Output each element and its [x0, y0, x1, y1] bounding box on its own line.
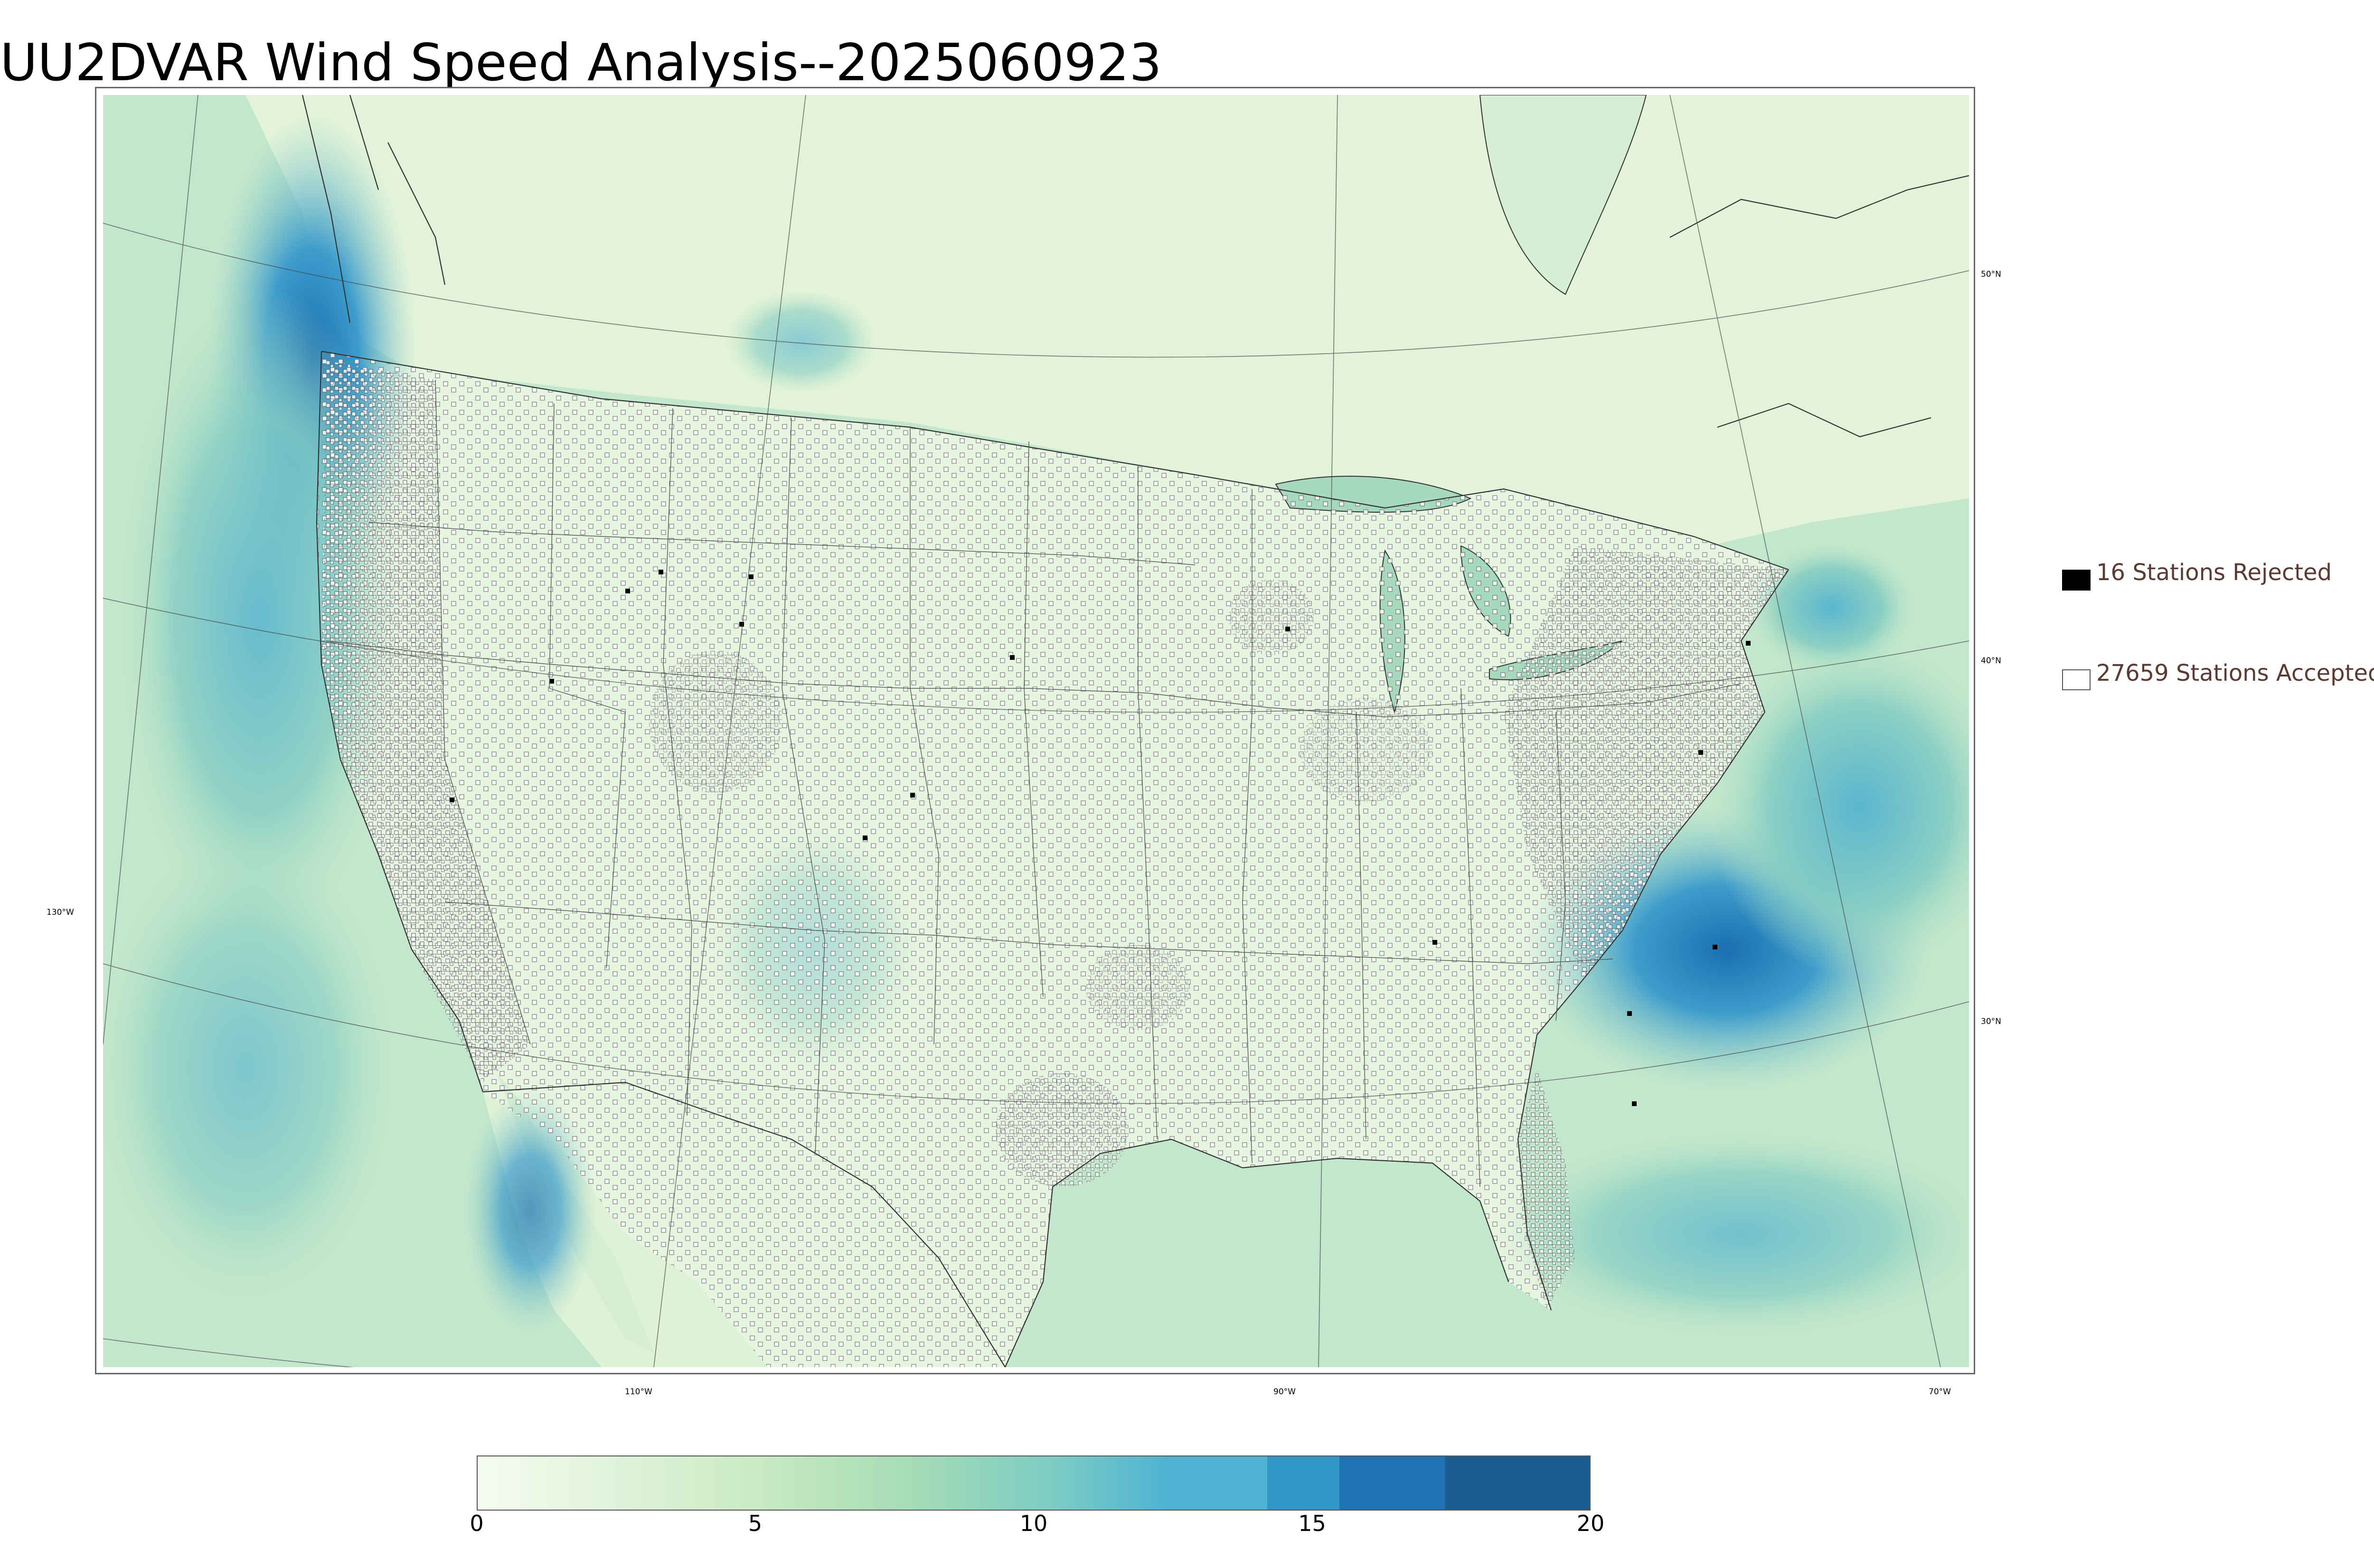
- map-title: UU2DVAR Wind Speed Analysis--2025060923: [0, 33, 1162, 93]
- lat-label-40n: 40°N: [1981, 656, 2001, 666]
- accepted-swatch: [2062, 669, 2091, 690]
- political-boundaries: [301, 95, 1969, 1367]
- state-boundaries: [326, 379, 1742, 1187]
- rejected-swatch: [2062, 570, 2091, 591]
- accepted-label: 27659 Stations Accepted: [2096, 660, 2374, 686]
- lon-label-90w: 90°W: [1273, 1387, 1296, 1397]
- lat-label-50n: 50°N: [1981, 270, 2001, 279]
- colorbar-tick-label: 5: [748, 1511, 763, 1536]
- colorbar-tick-label: 20: [1576, 1511, 1605, 1536]
- rejected-label: 16 Stations Rejected: [2096, 559, 2332, 586]
- lon-label-130w: 130°W: [47, 908, 74, 917]
- lon-label-70w: 70°W: [1929, 1387, 1951, 1397]
- colorbar-tick-label: 10: [1019, 1511, 1048, 1536]
- colorbar-tick-label: 0: [470, 1511, 484, 1536]
- hudson-bay: [1479, 95, 1647, 295]
- lat-label-30n: 30°N: [1981, 1017, 2001, 1026]
- lon-label-110w: 110°W: [625, 1387, 652, 1397]
- station-markers-rejected: [450, 570, 1751, 1106]
- station-markers-accepted: [317, 351, 1789, 1367]
- wind-speed-colorbar: [477, 1455, 1591, 1511]
- graticule: [103, 95, 1969, 1367]
- wind-speed-map[interactable]: [103, 95, 1969, 1367]
- map-panel[interactable]: [95, 87, 1975, 1374]
- colorbar-tick-label: 15: [1298, 1511, 1326, 1536]
